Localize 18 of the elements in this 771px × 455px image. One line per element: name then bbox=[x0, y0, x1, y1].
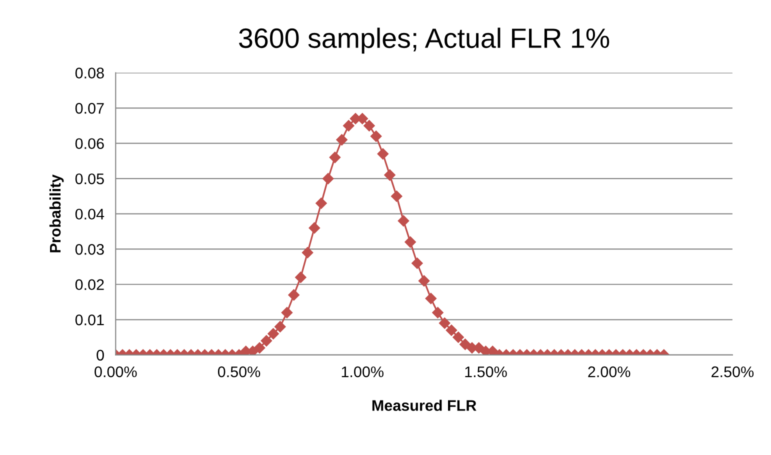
x-tick-label: 1.50% bbox=[465, 366, 507, 378]
y-tick-label: 0.01 bbox=[75, 314, 104, 326]
x-tick-label: 0.50% bbox=[218, 366, 260, 378]
y-tick-label: 0.08 bbox=[75, 68, 104, 78]
x-tick-label: 2.50% bbox=[712, 366, 754, 378]
y-tick-label: 0.03 bbox=[75, 244, 104, 255]
y-tick-label: 0.07 bbox=[75, 102, 104, 114]
y-axis-title: Probability bbox=[49, 174, 64, 252]
x-tick-label: 1.00% bbox=[342, 366, 384, 378]
y-tick-label: 0.06 bbox=[75, 138, 104, 150]
y-tick-label: 0 bbox=[96, 350, 104, 361]
y-tick-label: 0.02 bbox=[75, 279, 104, 290]
x-tick-label: 2.00% bbox=[588, 366, 630, 378]
x-tick-label: 0.00% bbox=[94, 366, 137, 378]
x-axis-title: Measured FLR bbox=[372, 400, 476, 411]
y-tick-label: 0.04 bbox=[75, 208, 104, 220]
chart-title: 3600 samples; Actual FLR 1% bbox=[239, 28, 610, 54]
y-tick-label: 0.05 bbox=[75, 173, 104, 184]
